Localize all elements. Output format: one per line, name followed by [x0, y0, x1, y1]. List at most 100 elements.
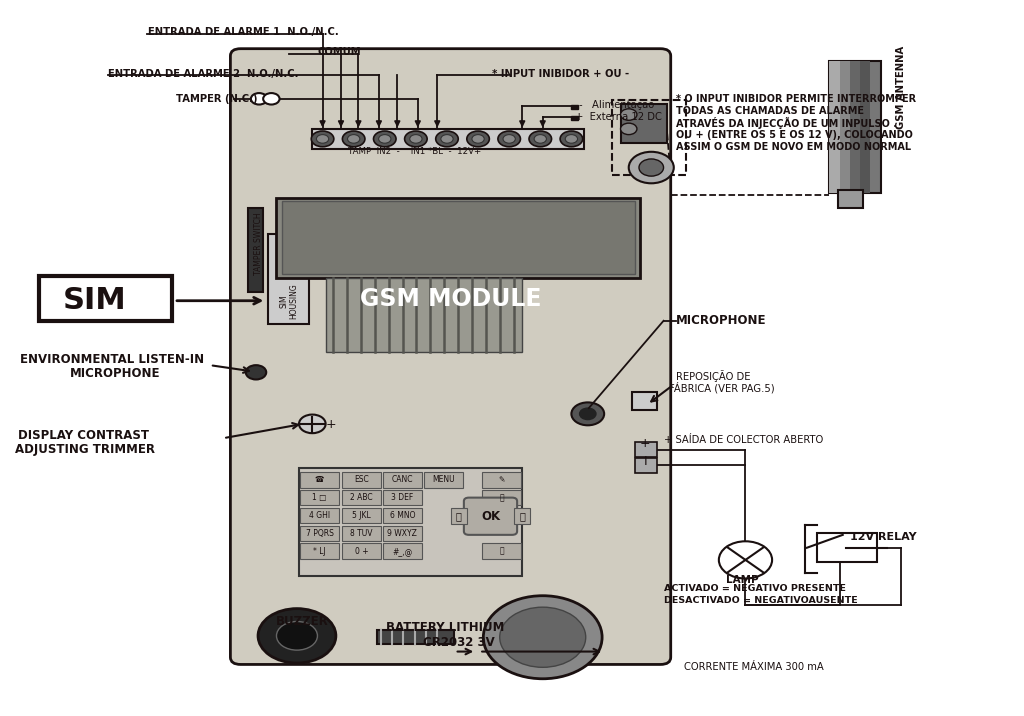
Text: ☎: ☎ — [314, 475, 325, 484]
Bar — [482, 543, 521, 559]
Text: TAMPER (N.C.): TAMPER (N.C.) — [176, 94, 258, 104]
Bar — [282, 201, 635, 274]
Text: BATTERY LITHIUM: BATTERY LITHIUM — [386, 621, 505, 634]
Text: CANC: CANC — [392, 475, 413, 484]
Bar — [300, 543, 339, 559]
Text: 7 PQRS: 7 PQRS — [305, 529, 334, 538]
Text: OU + (ENTRE OS 5 E OS 12 V), COLOCANDO: OU + (ENTRE OS 5 E OS 12 V), COLOCANDO — [676, 130, 912, 140]
Circle shape — [342, 131, 365, 147]
Bar — [571, 116, 578, 120]
Bar — [829, 61, 881, 193]
Circle shape — [629, 152, 674, 183]
Circle shape — [639, 159, 664, 176]
Bar — [326, 278, 522, 352]
Bar — [571, 105, 578, 109]
Text: 4 GHI: 4 GHI — [309, 511, 330, 520]
Text: GSM ANTENNA: GSM ANTENNA — [896, 46, 906, 129]
Text: +: + — [326, 418, 336, 431]
Circle shape — [379, 135, 391, 143]
Text: SIM
HOUSING: SIM HOUSING — [280, 283, 298, 319]
Text: 〜: 〜 — [500, 547, 504, 556]
Bar — [829, 61, 840, 193]
Circle shape — [258, 609, 336, 663]
Text: TAMPER SWITCH: TAMPER SWITCH — [254, 212, 262, 275]
Text: CORRENTE MÁXIMA 300 mA: CORRENTE MÁXIMA 300 mA — [684, 662, 823, 672]
Text: * LJ: * LJ — [313, 547, 326, 556]
Text: REPOSIÇÃO DE: REPOSIÇÃO DE — [676, 370, 751, 382]
Text: ENTRADA DE ALARME 1  N.O./N.C.: ENTRADA DE ALARME 1 N.O./N.C. — [148, 27, 339, 37]
Text: ACTIVADO = NEGATIVO PRESENTE: ACTIVADO = NEGATIVO PRESENTE — [664, 584, 846, 593]
Text: 3 DEF: 3 DEF — [391, 493, 414, 502]
Text: 2 ABC: 2 ABC — [350, 493, 373, 502]
Bar — [860, 61, 870, 193]
Circle shape — [719, 541, 772, 579]
Text: I: I — [643, 455, 647, 468]
Bar — [383, 526, 422, 541]
Circle shape — [316, 135, 329, 143]
Circle shape — [503, 135, 515, 143]
Bar — [621, 104, 667, 143]
Text: * INPUT INIBIDOR + OU -: * INPUT INIBIDOR + OU - — [492, 69, 629, 79]
Bar — [300, 508, 339, 523]
Circle shape — [560, 131, 583, 147]
Text: 〈: 〈 — [456, 511, 462, 521]
Text: DESACTIVADO = NEGATIVOAUSENTE: DESACTIVADO = NEGATIVOAUSENTE — [664, 596, 857, 605]
Text: MENU: MENU — [432, 475, 455, 484]
Bar — [424, 472, 463, 488]
Bar — [383, 490, 422, 505]
Circle shape — [483, 596, 602, 679]
Circle shape — [251, 93, 267, 105]
FancyBboxPatch shape — [39, 276, 172, 321]
Bar — [342, 543, 381, 559]
Text: 12V RELAY: 12V RELAY — [850, 532, 916, 542]
Bar — [383, 543, 422, 559]
Text: 6 MNO: 6 MNO — [390, 511, 415, 520]
Text: ⌒: ⌒ — [500, 493, 504, 502]
Circle shape — [535, 135, 547, 143]
Bar — [300, 490, 339, 505]
Bar — [514, 508, 530, 524]
Text: ESC: ESC — [354, 475, 369, 484]
Text: CR2032 3V: CR2032 3V — [423, 636, 495, 649]
Bar — [342, 490, 381, 505]
Text: #_,@: #_,@ — [392, 547, 413, 556]
Text: 9 WXYZ: 9 WXYZ — [387, 529, 418, 538]
Text: -   Alimentação: - Alimentação — [579, 100, 653, 110]
Circle shape — [276, 621, 317, 650]
Bar — [817, 533, 877, 562]
Bar — [850, 61, 860, 193]
Bar — [383, 508, 422, 523]
Text: SIM: SIM — [62, 286, 126, 315]
Circle shape — [621, 109, 637, 120]
Bar — [299, 468, 522, 576]
Text: FÁBRICA (VER PAG.5): FÁBRICA (VER PAG.5) — [669, 382, 774, 394]
Circle shape — [440, 135, 453, 143]
Bar — [342, 526, 381, 541]
Text: 0 +: 0 + — [354, 547, 369, 556]
Text: MICROPHONE: MICROPHONE — [70, 367, 160, 380]
Circle shape — [580, 408, 596, 420]
Circle shape — [347, 135, 359, 143]
Circle shape — [467, 131, 489, 147]
Text: COMUM: COMUM — [317, 47, 361, 57]
Text: 8 TUV: 8 TUV — [350, 529, 373, 538]
Text: MICROPHONE: MICROPHONE — [676, 314, 766, 327]
Text: 〉: 〉 — [519, 511, 525, 521]
Text: LAMP: LAMP — [726, 575, 759, 585]
Text: + SAÍDA DE COLECTOR ABERTO: + SAÍDA DE COLECTOR ABERTO — [664, 435, 823, 445]
Text: DISPLAY CONTRAST: DISPLAY CONTRAST — [18, 429, 150, 442]
Circle shape — [263, 93, 280, 105]
Text: +: + — [640, 437, 650, 450]
Text: ENTRADA DE ALARME 2  N.O./N.C.: ENTRADA DE ALARME 2 N.O./N.C. — [108, 69, 298, 79]
Text: ✎: ✎ — [499, 475, 505, 484]
Bar — [482, 490, 521, 505]
Circle shape — [500, 607, 586, 667]
Circle shape — [404, 131, 427, 147]
Text: ADJUSTING TRIMMER: ADJUSTING TRIMMER — [15, 443, 156, 456]
FancyBboxPatch shape — [464, 498, 517, 535]
Text: +  Externa 12 DC: + Externa 12 DC — [575, 112, 663, 122]
Bar — [383, 472, 422, 488]
Bar — [248, 208, 263, 292]
Bar — [268, 234, 309, 324]
Text: GSM MODULE: GSM MODULE — [359, 287, 542, 311]
